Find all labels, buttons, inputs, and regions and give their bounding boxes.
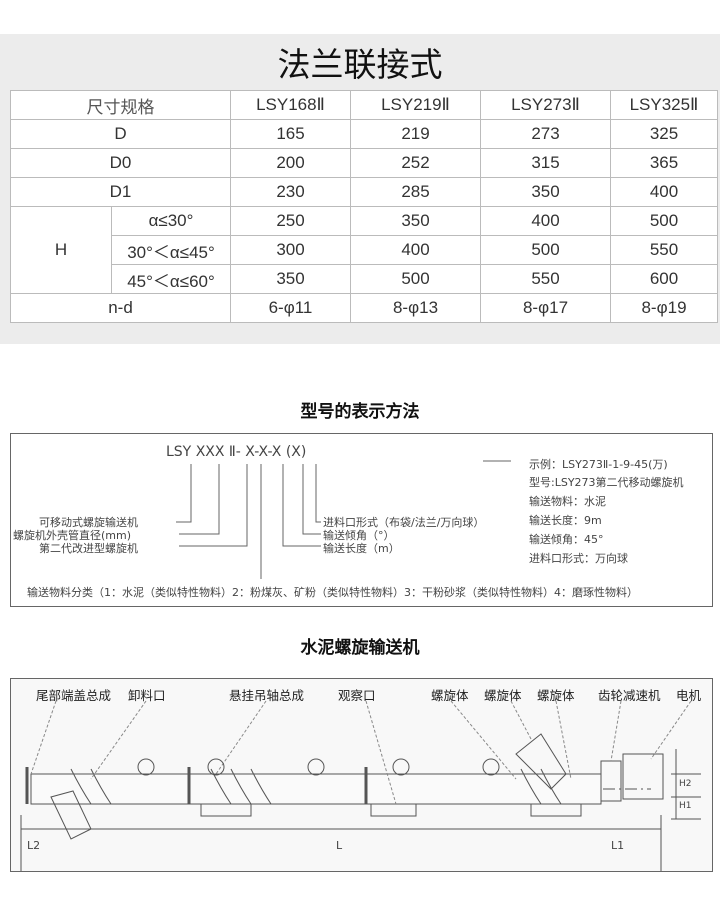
model-notation-box: LSY XXX Ⅱ- X-X-X (X) 可移动式螺旋输送机 螺旋机外壳管直径(… (10, 433, 713, 607)
diagram-title: 水泥螺旋输送机 (300, 638, 420, 658)
conveyor-diagram: 尾部端盖总成 卸料口 悬挂吊轴总成 观察口 螺旋体 螺旋体 螺旋体 齿轮减速机 … (10, 678, 713, 872)
table-row: D1 230 285 350 400 (10, 177, 718, 207)
page-title: 法兰联接式 (277, 45, 443, 84)
table-row: D 165 219 273 325 (10, 119, 718, 149)
table-header-row: 尺寸规格 LSY168Ⅱ LSY219Ⅱ LSY273Ⅱ LSY325Ⅱ (10, 90, 718, 120)
notation-lines (176, 460, 511, 579)
table-row: 45°＜α≤60° 350 500 550 600 (11, 264, 718, 294)
model-section-title: 型号的表示方法 (300, 402, 420, 422)
table-row: D0 200 252 315 365 (10, 148, 718, 178)
spec-table: 尺寸规格 LSY168Ⅱ LSY219Ⅱ LSY273Ⅱ LSY325Ⅱ D 16… (10, 90, 718, 323)
table-row: 30°＜α≤45° 300 400 500 550 (11, 235, 718, 265)
model-code: LSY XXX Ⅱ- X-X-X (X) (166, 444, 307, 460)
conveyor-drawing (20, 700, 701, 871)
table-row: n-d 6-φ11 8-φ13 8-φ17 8-φ19 (10, 293, 718, 323)
